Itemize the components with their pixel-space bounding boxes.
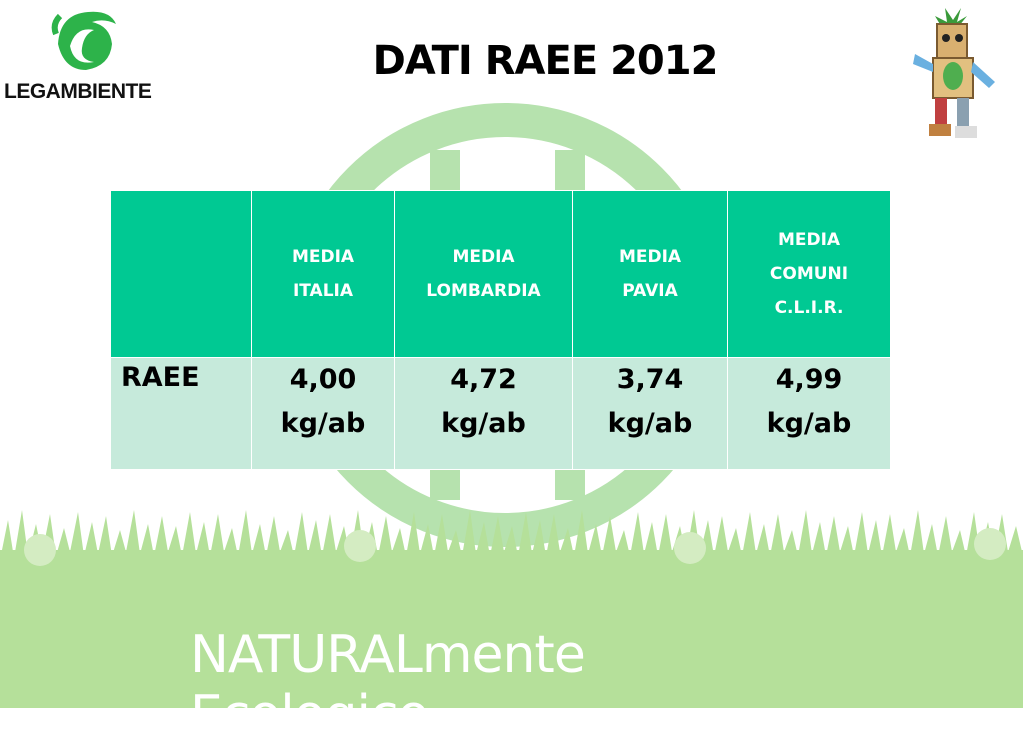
table-header-row: MEDIA ITALIA MEDIA LOMBARDIA MEDIA PAVIA ME…	[110, 190, 891, 358]
page-title: DATI RAEE 2012	[372, 38, 719, 84]
table-row: RAEE 4,00 kg/ab 4,72 kg/ab 3,74 kg/ab 4,99 k…	[110, 357, 891, 470]
cell-media-italia: 4,00 kg/ab	[251, 357, 395, 470]
row-label-raee: RAEE	[110, 357, 252, 470]
cell-media-comuni-clir: 4,99 kg/ab	[727, 357, 891, 470]
swan-logo-icon	[51, 11, 116, 70]
table-header-corner	[110, 190, 252, 358]
column-header-media-italia: MEDIA ITALIA	[251, 190, 395, 358]
column-header-media-comuni-clir: MEDIA COMUNI C.L.I.R.	[727, 190, 891, 358]
cell-media-lombardia: 4,72 kg/ab	[394, 357, 573, 470]
logo-text: LEGAMBIENTE	[4, 80, 152, 103]
footer-tagline: NATURALmente Ecologico	[190, 625, 586, 745]
recycled-robot-mascot-icon	[913, 8, 995, 138]
grass-background	[0, 510, 1023, 708]
column-header-media-lombardia: MEDIA LOMBARDIA	[394, 190, 573, 358]
raee-data-table: MEDIA ITALIA MEDIA LOMBARDIA MEDIA PAVIA ME…	[110, 190, 891, 470]
column-header-media-pavia: MEDIA PAVIA	[572, 190, 728, 358]
legambiente-logo: LEGAMBIENTE	[0, 0, 180, 110]
cell-media-pavia: 3,74 kg/ab	[572, 357, 728, 470]
